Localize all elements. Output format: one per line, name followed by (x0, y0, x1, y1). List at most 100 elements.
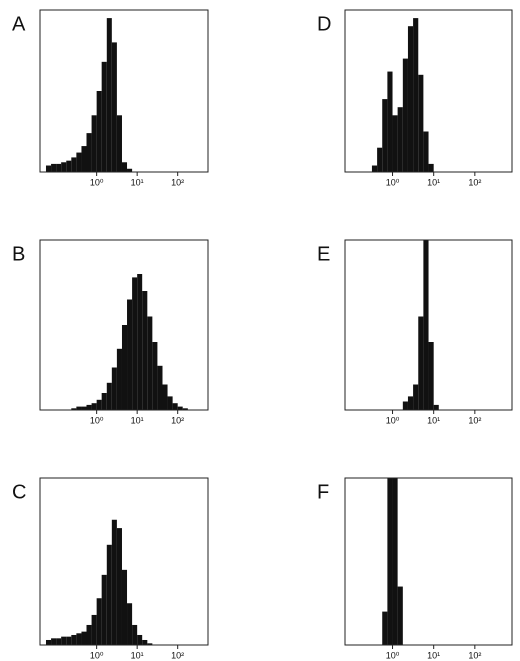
bar (423, 240, 429, 410)
x-tick-label: 10⁰ (90, 415, 104, 425)
bar (132, 624, 138, 645)
bar (81, 406, 87, 410)
bar (428, 163, 434, 172)
bar (137, 634, 143, 645)
bar (413, 384, 419, 410)
bar (101, 574, 107, 645)
panel-label: E (317, 243, 330, 265)
panel-label: F (317, 481, 329, 503)
bar (71, 157, 77, 172)
x-tick-label: 10¹ (131, 177, 144, 187)
bar (152, 342, 158, 410)
bar (86, 133, 92, 172)
bar (96, 598, 102, 645)
bar (111, 367, 117, 410)
bar (51, 638, 57, 645)
bar (121, 162, 128, 172)
bar (51, 163, 57, 172)
bar (106, 382, 112, 410)
bar (76, 152, 82, 172)
bar (402, 401, 408, 410)
bar (127, 168, 133, 172)
x-tick-label: 10² (171, 177, 184, 187)
bar (392, 115, 398, 172)
bar (142, 291, 148, 410)
bar (371, 165, 378, 172)
bar (127, 299, 133, 410)
bar (147, 316, 153, 410)
bar (91, 614, 97, 645)
bar (382, 611, 388, 645)
bar (56, 638, 62, 645)
bar (433, 404, 439, 410)
x-tick-label: 10² (468, 650, 481, 660)
bar (382, 99, 388, 172)
bar (81, 146, 87, 172)
bar (76, 406, 82, 410)
bar (157, 365, 163, 410)
bar (71, 408, 77, 410)
bar (96, 399, 102, 410)
plot-frame (344, 9, 513, 173)
bar (45, 165, 52, 172)
x-tick-label: 10¹ (427, 650, 440, 660)
bar (402, 58, 408, 172)
plot-frame (39, 239, 209, 411)
bar (91, 115, 97, 172)
x-tick-label: 10⁰ (386, 415, 400, 425)
x-tick-label: 10² (468, 177, 481, 187)
bar (61, 162, 67, 172)
panel-label: C (12, 481, 26, 503)
bar (56, 163, 62, 172)
bar (407, 396, 414, 410)
plot-frame (344, 477, 513, 646)
x-tick-label: 10⁰ (90, 177, 104, 187)
bar (66, 636, 72, 645)
plot-frame (39, 9, 209, 173)
bar (106, 544, 112, 645)
bar (397, 586, 403, 645)
bar (45, 639, 52, 645)
x-tick-label: 10¹ (131, 650, 144, 660)
bar (61, 636, 67, 645)
bar (71, 634, 77, 645)
bar (418, 316, 424, 410)
bar (116, 528, 122, 645)
bar (177, 406, 183, 410)
bar (387, 478, 393, 645)
x-tick-label: 10¹ (427, 177, 440, 187)
plot-frame (39, 477, 209, 646)
bar (172, 403, 178, 410)
x-tick-label: 10² (171, 650, 184, 660)
bar (137, 274, 143, 410)
bar (116, 115, 122, 172)
bar (81, 631, 87, 645)
bar (116, 348, 122, 410)
bar (96, 91, 102, 172)
plot-frame (344, 239, 513, 411)
bar (162, 384, 168, 410)
x-tick-label: 10⁰ (386, 177, 400, 187)
bar (86, 624, 92, 645)
bar (147, 643, 153, 645)
bar (397, 107, 403, 172)
bar (428, 342, 434, 410)
x-tick-label: 10⁰ (90, 650, 104, 660)
bar (182, 408, 188, 410)
bar (387, 71, 393, 172)
bar (142, 639, 148, 645)
bar (111, 42, 117, 173)
bar (91, 403, 97, 410)
bar (127, 603, 133, 645)
x-tick-label: 10⁰ (386, 650, 400, 660)
x-tick-label: 10² (468, 415, 481, 425)
x-tick-label: 10¹ (131, 415, 144, 425)
bar (407, 26, 414, 173)
panel-label: A (12, 13, 26, 35)
x-tick-label: 10¹ (427, 415, 440, 425)
bar (413, 18, 419, 172)
bar (86, 404, 92, 410)
bar (132, 277, 138, 410)
x-tick-label: 10² (171, 415, 184, 425)
